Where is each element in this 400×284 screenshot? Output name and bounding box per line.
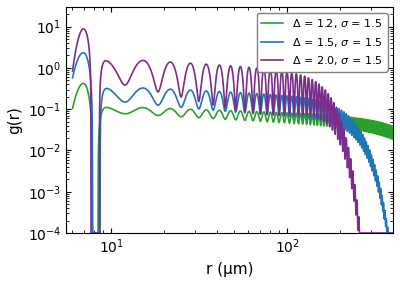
- Δ = 1.5, σ = 1.5: [81, 51, 86, 55]
- Δ = 1.5, σ = 1.5: [128, 96, 133, 100]
- Δ = 1.5, σ = 1.5: [193, 97, 198, 100]
- Δ = 2.0, σ = 1.5: [88, 231, 93, 235]
- Δ = 1.5, σ = 1.5: [262, 95, 267, 99]
- X-axis label: r (μm): r (μm): [206, 262, 253, 277]
- Legend: $\Delta$ = 1.2, $\sigma$ = 1.5, $\Delta$ = 1.5, $\sigma$ = 1.5, $\Delta$ = 2.0, : $\Delta$ = 1.2, $\sigma$ = 1.5, $\Delta$…: [257, 12, 388, 72]
- Δ = 1.5, σ = 1.5: [279, 96, 284, 99]
- Δ = 1.5, σ = 1.5: [90, 231, 95, 235]
- Δ = 2.0, σ = 1.5: [391, 231, 396, 235]
- Δ = 1.5, σ = 1.5: [70, 76, 75, 80]
- Y-axis label: g(r): g(r): [7, 106, 22, 134]
- Δ = 1.2, σ = 1.5: [70, 107, 75, 110]
- Δ = 1.2, σ = 1.5: [391, 128, 396, 132]
- Line: Δ = 2.0, σ = 1.5: Δ = 2.0, σ = 1.5: [72, 29, 393, 233]
- Δ = 1.5, σ = 1.5: [334, 107, 338, 110]
- Δ = 2.0, σ = 1.5: [262, 71, 267, 74]
- Δ = 2.0, σ = 1.5: [310, 79, 314, 83]
- Δ = 2.0, σ = 1.5: [81, 27, 86, 31]
- Δ = 1.2, σ = 1.5: [128, 110, 133, 114]
- Δ = 1.2, σ = 1.5: [310, 113, 314, 116]
- Line: Δ = 1.5, σ = 1.5: Δ = 1.5, σ = 1.5: [72, 53, 393, 233]
- Δ = 2.0, σ = 1.5: [279, 72, 284, 75]
- Δ = 2.0, σ = 1.5: [193, 74, 198, 78]
- Δ = 1.5, σ = 1.5: [391, 231, 396, 235]
- Δ = 2.0, σ = 1.5: [128, 74, 133, 78]
- Δ = 1.5, σ = 1.5: [310, 99, 314, 102]
- Δ = 1.2, σ = 1.5: [193, 112, 198, 115]
- Δ = 1.2, σ = 1.5: [334, 115, 338, 118]
- Δ = 2.0, σ = 1.5: [70, 69, 75, 73]
- Δ = 1.2, σ = 1.5: [90, 231, 95, 235]
- Line: Δ = 1.2, σ = 1.5: Δ = 1.2, σ = 1.5: [72, 83, 393, 233]
- Δ = 1.2, σ = 1.5: [262, 112, 267, 115]
- Δ = 1.2, σ = 1.5: [279, 112, 284, 116]
- Δ = 2.0, σ = 1.5: [334, 108, 338, 111]
- Δ = 1.2, σ = 1.5: [81, 82, 86, 85]
